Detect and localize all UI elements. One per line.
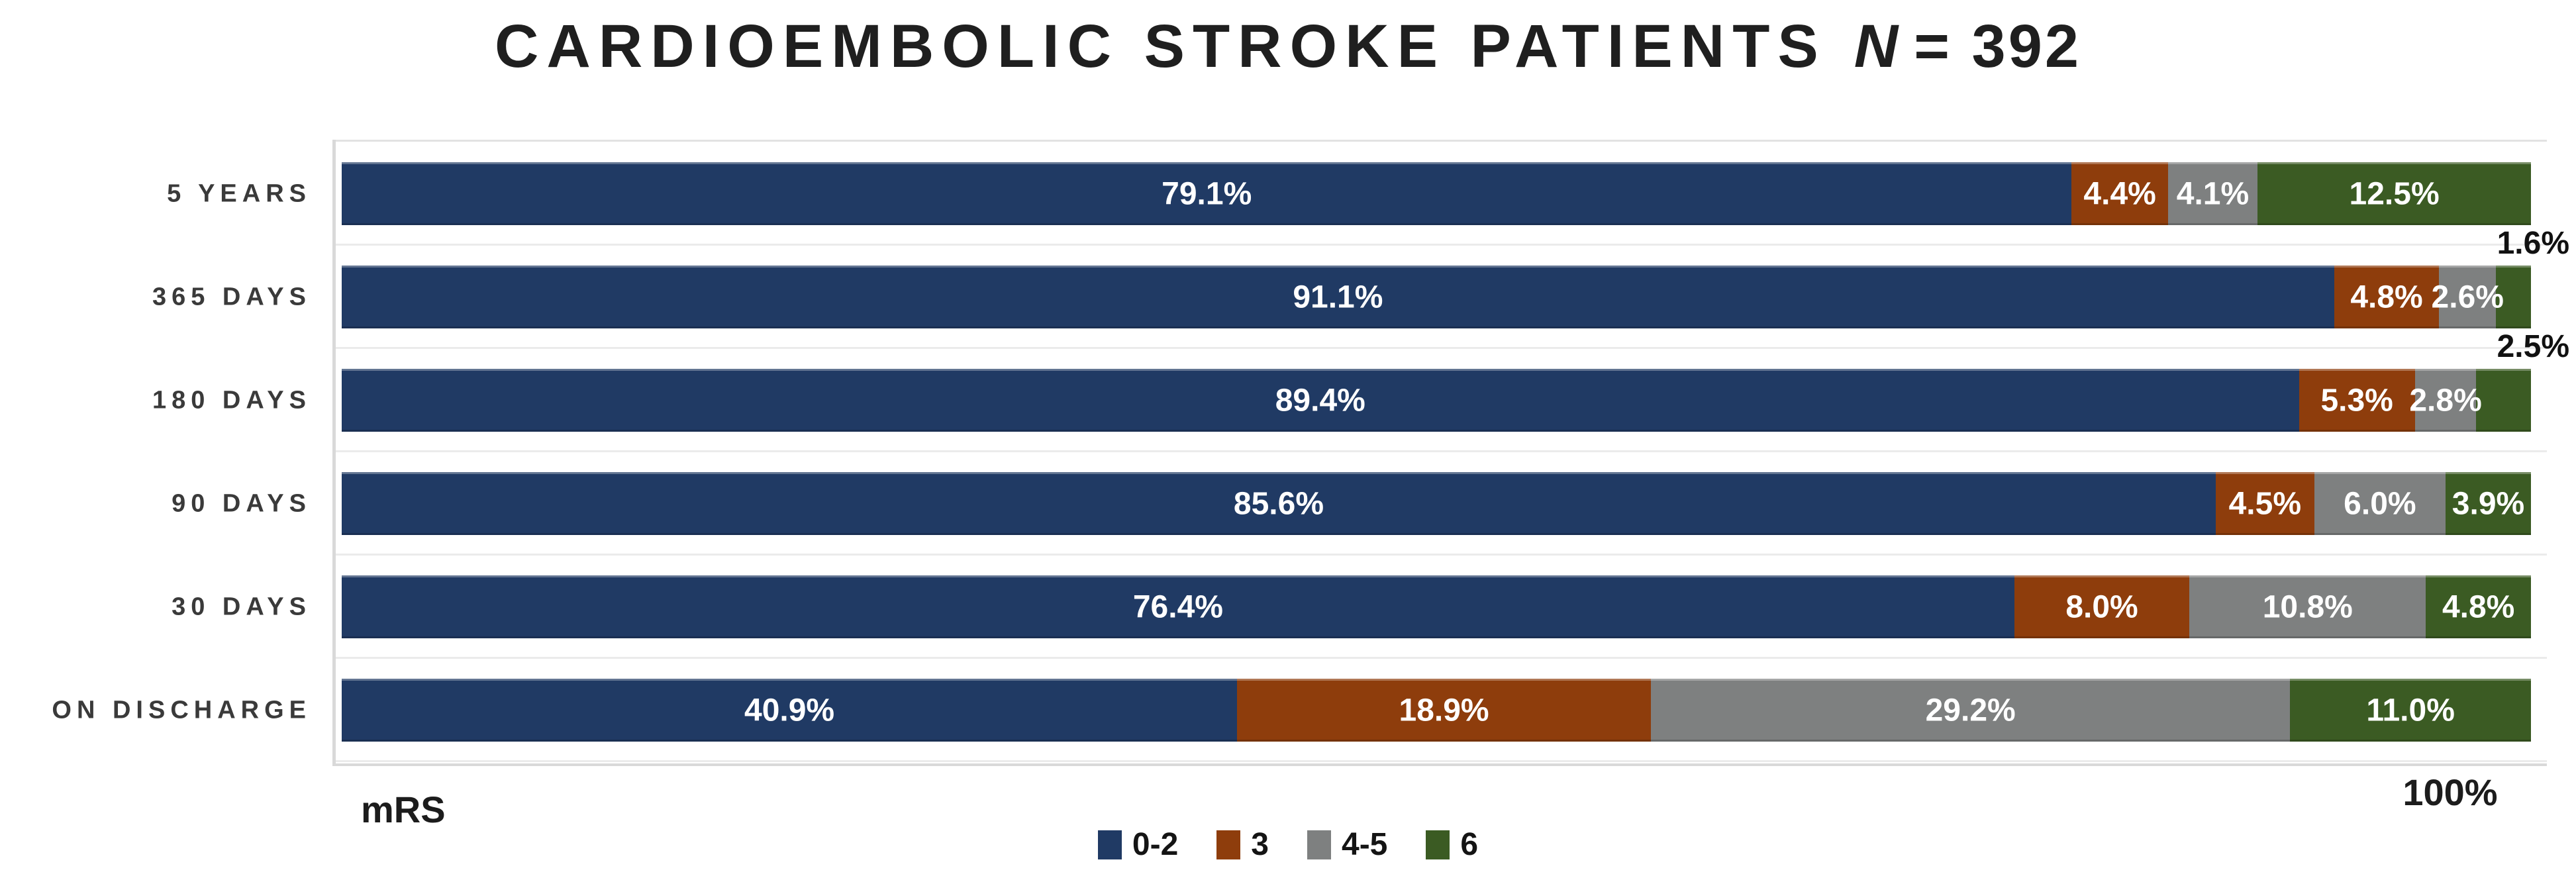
bar-segment-mrs-3: 5.3% [2299,369,2415,432]
legend-label: 3 [1251,827,1269,862]
value-label: 3.9% [2452,486,2525,521]
bar-track: 91.1% 4.8% 2.6% 1.6% [342,226,2569,328]
bar-segment-mrs-6 [2476,369,2531,432]
value-label: 10.8% [2262,589,2353,624]
bar-segment-mrs-0-2: 79.1% [342,162,2072,225]
category-label: 90 DAYS [172,489,311,518]
plot-top-border [332,140,2547,142]
y-axis-line [332,140,336,766]
chart-title: CARDIOEMBOLIC STROKE PATIENTS N = 392 [0,12,2576,81]
value-label: 29.2% [1925,693,2016,728]
value-label: 4.1% [2176,176,2250,211]
legend: 0-2 3 4-5 6 [0,826,2576,863]
value-label-outside: 1.6% [2497,226,2569,261]
bar-row: 5 YEARS 79.1% 4.4% 4.1% 12.5% [167,142,2531,246]
value-label: 4.5% [2228,486,2301,521]
bar-segment-mrs-6: 3.9% [2446,472,2531,535]
value-label: 85.6% [1233,486,1324,521]
chart-title-count: = 392 [1914,13,2082,80]
bar-segment-mrs-6: 12.5% [2257,162,2531,225]
x-axis-line [332,763,2547,766]
bar-segment-mrs-4-5: 2.6% [2432,266,2504,328]
category-label: ON DISCHARGE [52,696,311,724]
bar-row: 365 DAYS 91.1% 4.8% 2.6% 1.6% [152,226,2569,349]
bar-track: 89.4% 5.3% 2.8% 2.5% [342,329,2569,432]
bar-segment-mrs-0-2: 89.4% [342,369,2299,432]
bar-row: ON DISCHARGE 40.9% 18.9% 29.2% 11.0% [52,659,2531,762]
value-label: 11.0% [2366,693,2455,728]
bar-segment-mrs-0-2: 76.4% [342,575,2014,638]
legend-item: 4-5 [1307,826,1387,863]
value-label: 4.4% [2083,176,2156,211]
legend-swatch-icon [1426,830,1450,859]
bar-segment-mrs-4-5: 4.1% [2167,162,2258,225]
chart-title-text: CARDIOEMBOLIC STROKE PATIENTS [494,13,1826,80]
chart-rows: 5 YEARS 79.1% 4.4% 4.1% 12.5% 365 DAYS 91.1% 4.… [52,142,2569,762]
x-axis-max-tick: 100% [2403,771,2498,813]
bar-segment-mrs-6: 11.0% [2290,679,2531,742]
value-label: 2.6% [2431,279,2504,315]
x-axis-title: mRS [361,789,446,830]
bar-track: 76.4% 8.0% 10.8% 4.8% [342,575,2531,638]
legend-label: 6 [1460,827,1479,862]
category-label: 365 DAYS [152,283,311,311]
value-label: 6.0% [2344,486,2416,521]
value-label: 79.1% [1162,176,1252,211]
value-label: 91.1% [1293,279,1383,315]
bar-segment-mrs-3: 4.4% [2071,162,2168,225]
bar-row: 180 DAYS 89.4% 5.3% 2.8% 2.5% [152,329,2569,452]
legend-swatch-icon [1097,830,1122,859]
category-label: 180 DAYS [152,386,311,415]
category-label: 5 YEARS [167,179,311,208]
legend-label: 0-2 [1132,827,1179,862]
category-label: 30 DAYS [172,593,311,621]
bar-segment-mrs-6: 4.8% [2426,575,2531,638]
bar-row: 30 DAYS 76.4% 8.0% 10.8% 4.8% [172,556,2531,659]
bar-track: 79.1% 4.4% 4.1% 12.5% [342,162,2531,225]
value-label: 40.9% [744,693,835,728]
value-label: 12.5% [2349,176,2440,211]
bar-segment-mrs-3: 4.5% [2215,472,2314,535]
value-label: 89.4% [1275,383,1365,418]
bar-segment-mrs-0-2: 85.6% [342,472,2216,535]
bar-segment-mrs-6 [2496,266,2532,328]
bar-segment-mrs-3: 8.0% [2014,575,2190,638]
bar-segment-mrs-4-5: 10.8% [2189,575,2426,638]
gridlines [332,142,2547,762]
bar-segment-mrs-4-5: 29.2% [1650,679,2291,742]
value-label: 76.4% [1132,589,1223,624]
bar-segment-mrs-3: 4.8% [2334,266,2440,328]
value-label: 4.8% [2350,279,2423,315]
bar-segment-mrs-0-2: 40.9% [342,679,1238,742]
legend-swatch-icon [1307,830,1331,859]
bar-segment-mrs-3: 18.9% [1237,679,1651,742]
value-label: 8.0% [2065,589,2138,624]
legend-swatch-icon [1216,830,1241,859]
bar-segment-mrs-4-5: 6.0% [2314,472,2446,535]
chart-title-n: N [1854,13,1901,80]
value-label: 18.9% [1399,693,1489,728]
bar-segment-mrs-0-2: 91.1% [342,266,2334,328]
value-label: 2.8% [2409,383,2482,418]
bar-row: 90 DAYS 85.6% 4.5% 6.0% 3.9% [172,452,2531,556]
legend-item: 3 [1216,826,1269,863]
legend-item: 0-2 [1097,826,1179,863]
bar-track: 85.6% 4.5% 6.0% 3.9% [342,472,2531,535]
legend-label: 4-5 [1342,827,1388,862]
value-label-outside: 2.5% [2497,329,2569,364]
bar-track: 40.9% 18.9% 29.2% 11.0% [342,679,2531,742]
legend-item: 6 [1426,826,1478,863]
value-label: 5.3% [2320,383,2393,418]
bar-segment-mrs-4-5: 2.8% [2409,369,2482,432]
value-label: 4.8% [2442,589,2515,624]
